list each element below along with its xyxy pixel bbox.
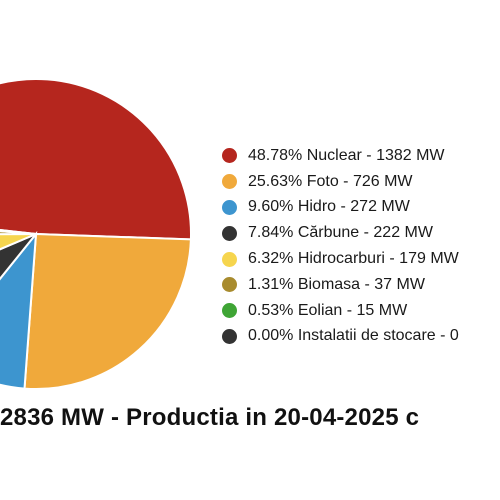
legend-item: 1.31% Biomasa - 37 MW <box>222 272 500 298</box>
legend-marker <box>222 174 237 190</box>
pie-slice-hidro <box>0 230 38 390</box>
legend-label: 0.53% Eolian - 15 MW <box>248 301 408 319</box>
legend-item: 25.63% Foto - 726 MW <box>222 169 500 195</box>
chart-title: 2836 MW - Productia in 20-04-2025 c <box>0 404 420 431</box>
pie-slice-foto <box>23 232 192 390</box>
pie-slice-nuclear <box>0 78 192 241</box>
legend-item: 6.32% Hidrocarburi - 179 MW <box>222 246 500 272</box>
pie-slices <box>0 78 192 390</box>
legend-item: 0.53% Eolian - 15 MW <box>222 298 500 324</box>
legend-label: 9.60% Hidro - 272 MW <box>248 198 410 216</box>
legend-label: 1.31% Biomasa - 37 MW <box>248 275 425 293</box>
legend-item: 0.00% Instalatii de stocare - 0 <box>222 324 500 350</box>
legend-label: 7.84% Cărbune - 222 MW <box>248 224 433 242</box>
pie-slice-cărbune <box>0 233 37 281</box>
legend-label: 48.78% Nuclear - 1382 MW <box>248 146 445 164</box>
legend-item: 7.84% Cărbune - 222 MW <box>222 220 500 246</box>
legend-label: 6.32% Hidrocarburi - 179 MW <box>248 250 459 268</box>
legend-item: 9.60% Hidro - 272 MW <box>222 195 500 221</box>
chart-legend: 48.78% Nuclear - 1382 MW 25.63% Foto - 72… <box>222 143 500 349</box>
legend-marker <box>222 225 237 241</box>
legend-marker <box>222 199 237 215</box>
legend-label: 0.00% Instalatii de stocare - 0 <box>248 327 459 345</box>
legend-marker <box>222 251 237 267</box>
legend-label: 25.63% Foto - 726 MW <box>248 172 413 190</box>
legend-marker <box>222 277 237 293</box>
legend-marker <box>222 303 237 319</box>
pie-slice-hidrocarburi <box>0 233 37 251</box>
legend-marker <box>222 328 237 344</box>
pie-slice-eolian <box>0 228 37 235</box>
legend-marker <box>222 148 237 164</box>
legend-item: 48.78% Nuclear - 1382 MW <box>222 143 500 169</box>
